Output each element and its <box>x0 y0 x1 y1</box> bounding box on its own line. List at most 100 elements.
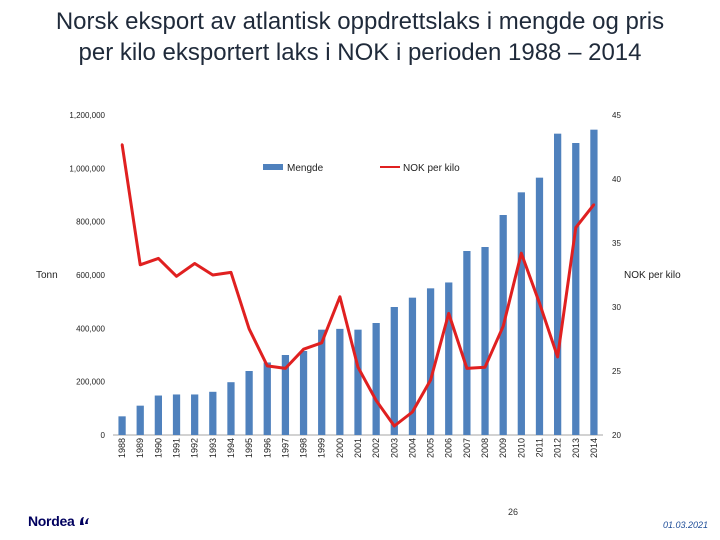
point-nok-per-kilo <box>592 203 596 206</box>
bar-mengde <box>118 416 126 435</box>
right-tick-label: 35 <box>612 239 621 248</box>
left-tick-label: 0 <box>101 431 106 440</box>
x-tick-label: 1989 <box>135 438 145 458</box>
bar-mengde <box>245 371 253 435</box>
left-tick-label: 400,000 <box>76 324 105 333</box>
x-tick-label: 2003 <box>389 438 399 458</box>
bar-mengde <box>136 405 144 435</box>
bar-mengde <box>209 391 217 435</box>
x-tick-label: 1995 <box>244 438 254 458</box>
x-tick-label: 2004 <box>407 438 417 458</box>
right-axis-label: NOK per kilo <box>624 270 681 281</box>
x-tick-label: 2013 <box>571 438 581 458</box>
bar-mengde <box>263 362 271 435</box>
point-nok-per-kilo <box>302 348 305 351</box>
left-tick-label: 1,000,000 <box>69 164 105 173</box>
bar-mengde <box>299 351 308 435</box>
x-tick-label: 2014 <box>589 438 599 458</box>
bar-mengde <box>372 323 380 435</box>
bar-mengde <box>172 394 181 435</box>
point-nok-per-kilo <box>393 424 396 428</box>
x-tick-label: 2000 <box>335 438 345 458</box>
bar-mengde <box>554 133 562 435</box>
left-tick-label: 200,000 <box>76 378 105 387</box>
x-tick-label: 1988 <box>117 438 127 458</box>
bar-mengde <box>445 282 453 435</box>
point-nok-per-kilo <box>574 226 577 229</box>
point-nok-per-kilo <box>320 341 323 345</box>
bar-mengde <box>426 288 435 435</box>
right-tick-label: 20 <box>612 431 621 440</box>
point-nok-per-kilo <box>538 301 541 305</box>
point-nok-per-kilo <box>229 271 233 274</box>
right-tick-label: 30 <box>612 303 621 312</box>
legend-label-nok: NOK per kilo <box>403 163 460 174</box>
left-tick-label: 600,000 <box>76 271 105 280</box>
x-tick-label: 2011 <box>534 438 544 457</box>
x-tick-label: 1998 <box>299 438 309 458</box>
left-tick-label: 1,200,000 <box>69 111 105 120</box>
bar-mengde <box>408 297 417 435</box>
x-tick-label: 1993 <box>208 438 218 458</box>
x-tick-label: 2009 <box>498 438 508 458</box>
point-nok-per-kilo <box>120 143 124 146</box>
x-tick-label: 1990 <box>153 438 163 458</box>
x-tick-label: 2012 <box>553 438 563 458</box>
point-nok-per-kilo <box>374 399 378 402</box>
point-nok-per-kilo <box>338 295 342 298</box>
x-tick-label: 2008 <box>480 438 490 458</box>
x-tick-label: 1999 <box>317 438 327 458</box>
point-nok-per-kilo <box>447 312 450 315</box>
point-nok-per-kilo <box>465 367 469 370</box>
bar-mengde <box>354 329 362 435</box>
page-number: 26 <box>508 507 519 517</box>
x-tick-label: 1992 <box>190 438 200 458</box>
bar-mengde <box>517 192 525 435</box>
point-nok-per-kilo <box>356 365 360 369</box>
x-tick-label: 2002 <box>371 438 381 458</box>
nordea-logo: Nordea <box>28 513 90 529</box>
x-tick-label: 2006 <box>444 438 454 458</box>
x-tick-label: 1997 <box>280 438 290 458</box>
x-tick-label: 1996 <box>262 438 272 458</box>
right-tick-label: 45 <box>612 111 621 120</box>
x-tick-label: 1994 <box>226 438 236 458</box>
left-tick-label: 800,000 <box>76 218 105 227</box>
point-nok-per-kilo <box>520 252 523 255</box>
bar-mengde <box>390 307 398 435</box>
point-nok-per-kilo <box>139 263 142 266</box>
nordea-mark-icon <box>80 517 90 525</box>
x-tick-label: 2005 <box>426 438 436 458</box>
bar-mengde <box>336 328 344 435</box>
bar-mengde <box>318 329 326 435</box>
bar-mengde <box>590 129 598 435</box>
bar-mengde <box>572 143 580 435</box>
point-nok-per-kilo <box>483 365 487 369</box>
point-nok-per-kilo <box>175 275 178 278</box>
point-nok-per-kilo <box>193 262 196 265</box>
point-nok-per-kilo <box>501 325 505 328</box>
right-tick-label: 40 <box>612 175 621 184</box>
point-nok-per-kilo <box>411 410 414 414</box>
x-tick-label: 2007 <box>462 438 472 458</box>
legend-swatch-mengde <box>263 164 283 170</box>
x-tick-label: 2001 <box>353 438 363 458</box>
bar-mengde <box>227 382 235 435</box>
bar-mengde <box>191 394 199 435</box>
bar-mengde <box>463 251 471 435</box>
point-nok-per-kilo <box>556 355 559 359</box>
point-nok-per-kilo <box>284 367 287 370</box>
x-tick-label: 1991 <box>172 438 182 458</box>
left-axis-label: Tonn <box>36 270 58 281</box>
title-line-1: Norsk eksport av atlantisk oppdrettslaks… <box>55 8 665 35</box>
point-nok-per-kilo <box>157 257 160 260</box>
right-tick-label: 25 <box>612 367 621 376</box>
bar-mengde <box>154 395 162 435</box>
x-tick-label: 2010 <box>516 438 526 458</box>
point-nok-per-kilo <box>211 273 215 277</box>
logo-text: Nordea <box>28 513 75 529</box>
point-nok-per-kilo <box>266 364 269 368</box>
bar-mengde <box>281 355 290 435</box>
slide-title: Norsk eksport av atlantisk oppdrettslaks… <box>0 6 720 68</box>
